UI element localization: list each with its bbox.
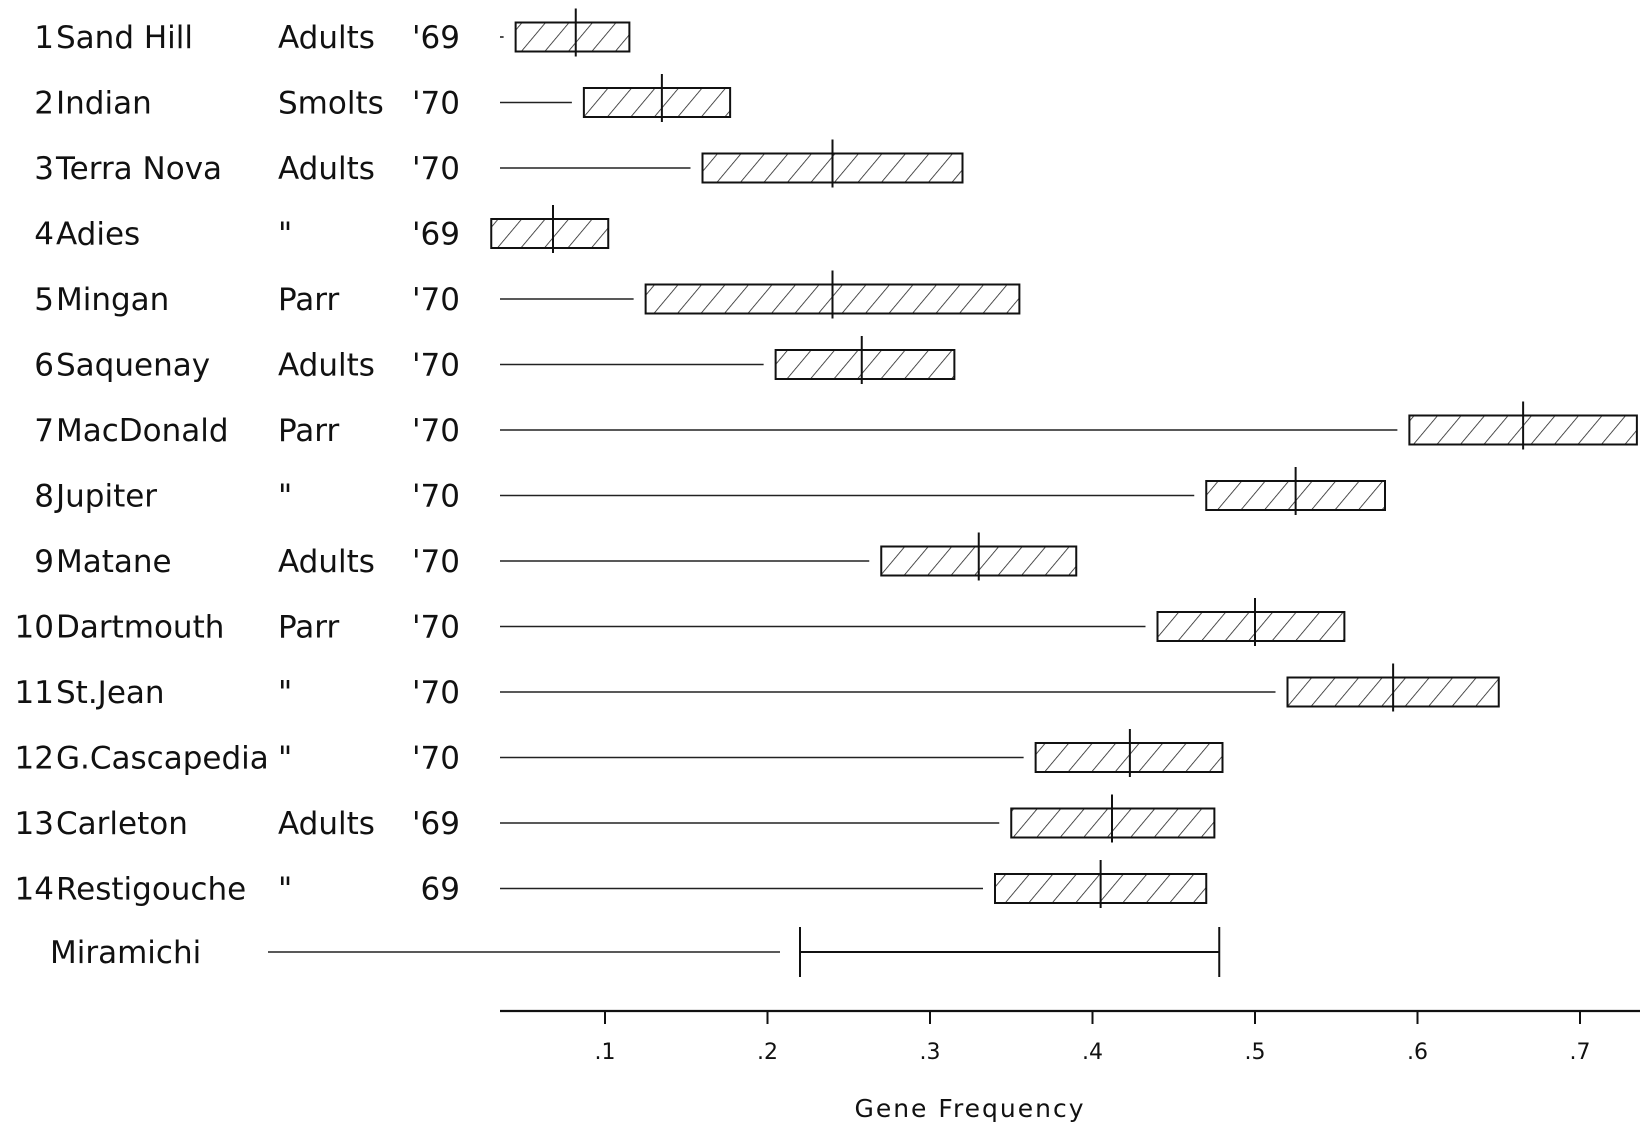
chart-row: 9 Matane Adults '70 <box>34 532 1078 581</box>
row-river-name: MacDonald <box>56 413 229 449</box>
row-river-name: Adies <box>56 217 140 253</box>
row-river-name: Mingan <box>56 282 169 318</box>
row-river-name: Carleton <box>56 806 188 842</box>
row-number: 9 <box>34 544 54 580</box>
chart-row: 1 Sand Hill Adults '69 <box>34 8 631 57</box>
row-number: 2 <box>34 86 54 122</box>
row-number: 14 <box>15 872 54 908</box>
row-life-stage: Adults <box>278 544 375 580</box>
chart-row: 3 Terra Nova Adults '70 <box>34 139 964 188</box>
row-number: 5 <box>34 282 54 318</box>
chart-row: 7 MacDonald Parr '70 <box>34 401 1638 450</box>
row-life-stage: Adults <box>278 151 375 187</box>
row-year: '70 <box>412 479 460 515</box>
row-river-name: Jupiter <box>54 479 157 515</box>
row-river-name: Restigouche <box>56 872 246 908</box>
x-tick-label: .4 <box>1082 1040 1103 1065</box>
row-year: '70 <box>412 348 460 384</box>
x-axis-title: Gene Frequency <box>854 1094 1085 1123</box>
chart-row: 13 Carleton Adults '69 <box>15 794 1216 843</box>
row-number: 6 <box>34 348 54 384</box>
row-year: '69 <box>412 20 460 56</box>
row-year: '69 <box>412 217 460 253</box>
range-bar <box>774 349 956 380</box>
x-tick-label: .1 <box>595 1040 616 1065</box>
range-bar <box>514 21 631 53</box>
row-number: 4 <box>34 217 54 253</box>
row-number: 8 <box>34 479 54 515</box>
range-bar <box>582 87 732 118</box>
row-life-stage: Adults <box>278 806 375 842</box>
row-life-stage: " <box>278 675 292 711</box>
row-river-name: Terra Nova <box>55 151 222 187</box>
row-life-stage: " <box>278 217 292 253</box>
x-axis: .1 .2 .3 .4 .5 .6 .7 <box>500 1009 1640 1065</box>
row-year: '70 <box>412 544 460 580</box>
chart-row: 14 Restigouche " 69 <box>15 860 1208 908</box>
row-life-stage: Smolts <box>278 86 384 122</box>
x-tick-label: .2 <box>757 1040 778 1065</box>
row-year: '70 <box>412 675 460 711</box>
row-number: 7 <box>34 413 54 449</box>
chart-row: 12 G.Cascapedia " '70 <box>15 729 1224 777</box>
x-tick-label: .3 <box>920 1040 941 1065</box>
row-river-name: Dartmouth <box>56 610 224 646</box>
row-life-stage: Adults <box>278 20 375 56</box>
row-life-stage: Parr <box>278 610 339 646</box>
row-river-name: Sand Hill <box>56 20 193 56</box>
row-number: 12 <box>15 741 54 777</box>
chart-row: 4 Adies " '69 <box>34 205 610 253</box>
x-tick-label: .7 <box>1570 1040 1591 1065</box>
row-river-name: Indian <box>56 86 152 122</box>
row-year: '70 <box>412 413 460 449</box>
row-river-name: Saquenay <box>56 348 210 384</box>
range-bar <box>490 218 610 249</box>
row-life-stage: " <box>278 479 292 515</box>
row-life-stage: Parr <box>278 282 339 318</box>
row-number: 3 <box>34 151 54 187</box>
row-year: '70 <box>412 151 460 187</box>
row-year: '70 <box>412 610 460 646</box>
rows-layer: 1 Sand Hill Adults '692 Indian Smolts '703 Terr… <box>15 8 1638 977</box>
row-year: '70 <box>412 86 460 122</box>
row-life-stage: " <box>278 741 292 777</box>
range-bar <box>1156 611 1346 642</box>
row-life-stage: " <box>278 872 292 908</box>
reference-name: Miramichi <box>50 935 201 971</box>
chart-row: 6 Saquenay Adults '70 <box>34 336 956 384</box>
row-life-stage: Adults <box>278 348 375 384</box>
reference-row: Miramichi <box>50 927 1221 977</box>
chart-row: 2 Indian Smolts '70 <box>34 74 732 122</box>
row-river-name: St.Jean <box>56 675 165 711</box>
x-tick-label: .6 <box>1407 1040 1428 1065</box>
row-life-stage: Parr <box>278 413 339 449</box>
row-number: 13 <box>15 806 54 842</box>
row-year: '70 <box>412 741 460 777</box>
row-year: '70 <box>412 282 460 318</box>
x-tick-label: .5 <box>1245 1040 1266 1065</box>
chart-row: 11 St.Jean " '70 <box>15 663 1500 712</box>
row-year: 69 <box>421 872 460 908</box>
row-year: '69 <box>412 806 460 842</box>
row-river-name: G.Cascapedia <box>56 741 269 777</box>
chart-row: 10 Dartmouth Parr '70 <box>15 598 1346 646</box>
row-number: 10 <box>15 610 54 646</box>
chart-row: 8 Jupiter " '70 <box>34 467 1386 515</box>
chart-row: 5 Mingan Parr '70 <box>34 270 1021 319</box>
row-river-name: Matane <box>56 544 172 580</box>
row-number: 11 <box>15 675 54 711</box>
row-number: 1 <box>34 20 54 56</box>
